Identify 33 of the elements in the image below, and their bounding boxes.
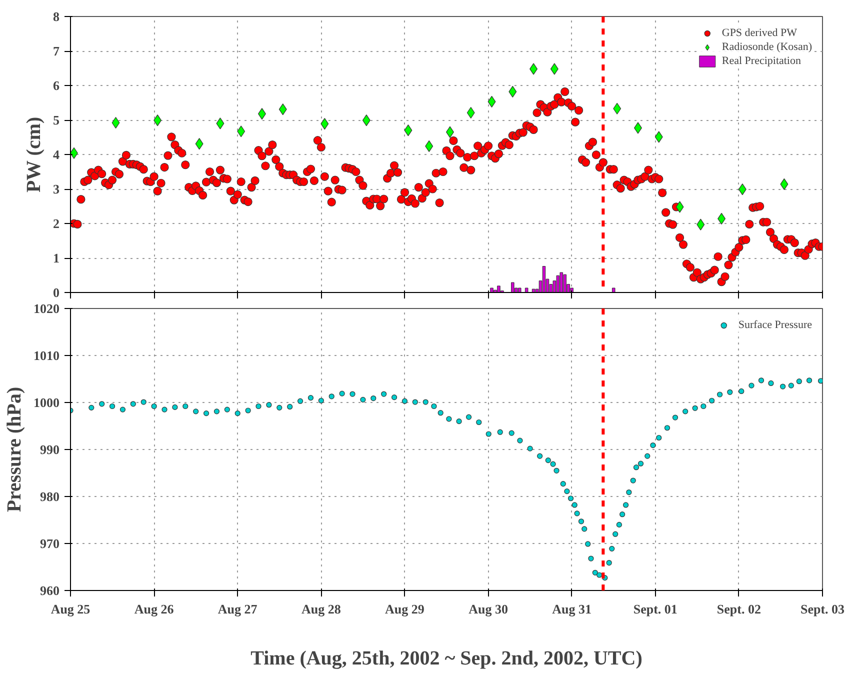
y-tick-label: 7	[53, 44, 60, 58]
y-tick-label: 970	[40, 536, 60, 551]
x-tick-label: Sept. 02	[716, 602, 761, 616]
y-tick-label: 5	[53, 112, 60, 128]
x-tick-label: Aug 30	[468, 602, 508, 616]
legend-label: Surface Pressure	[738, 318, 812, 332]
y-tick-label: 3	[53, 182, 60, 196]
y-tick-label: 1020	[34, 301, 60, 316]
x-tick-label: Aug 29	[385, 602, 425, 616]
legend-label: GPS derived PW	[722, 26, 798, 40]
y-tick-label: 980	[40, 489, 60, 504]
legend-label: Real Precipitation	[722, 54, 801, 68]
legend-label: Radiosonde (Kosan)	[722, 40, 812, 54]
x-tick-label: Sept. 03	[800, 602, 846, 616]
y-tick-label: 1	[53, 250, 60, 266]
y-tick-label: 8	[53, 9, 60, 24]
y-axis-title: PW (cm)	[23, 116, 45, 193]
y-tick-label: 990	[40, 442, 60, 457]
y-tick-label: 6	[53, 78, 60, 93]
x-tick-label: Aug 26	[134, 602, 174, 616]
y-tick-label: 1000	[34, 395, 60, 410]
y-tick-label: 4	[53, 147, 60, 162]
x-tick-label: Sept. 01	[633, 602, 678, 616]
x-tick-label: Aug 25	[50, 602, 91, 616]
y-axis-title: Pressure (hPa)	[4, 386, 26, 512]
y-tick-label: 960	[40, 583, 60, 598]
y-tick-label: 0	[53, 285, 60, 300]
y-tick-label: 1010	[34, 348, 60, 363]
x-axis-title: Time (Aug, 25th, 2002 ~ Sep. 2nd, 2002, UTC)	[250, 648, 642, 670]
x-tick-label: Aug 28	[301, 602, 342, 616]
x-tick-label: Aug 31	[552, 602, 592, 616]
y-tick-label: 2	[53, 216, 60, 231]
x-tick-label: Aug 27	[218, 602, 258, 616]
